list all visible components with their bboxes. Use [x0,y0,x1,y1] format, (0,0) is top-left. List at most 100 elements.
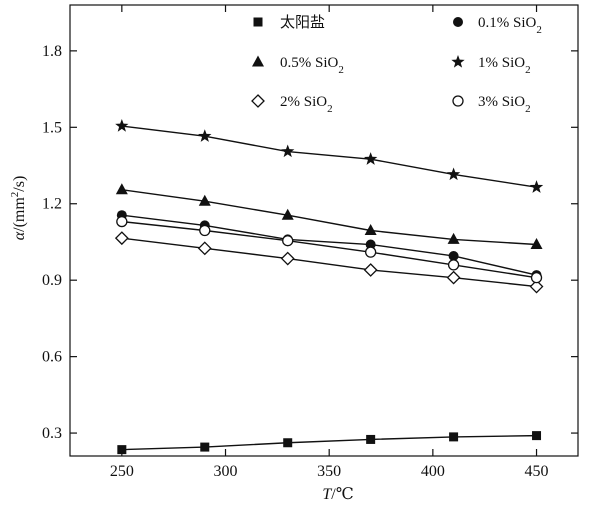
data-point [366,434,376,444]
data-point [529,279,544,294]
legend-label-subscript: 2 [525,103,531,115]
series-5-markers [114,231,544,294]
legend-marker [453,17,463,27]
data-point [446,270,461,285]
series-3-markers [115,183,543,250]
data-point [117,445,127,455]
legend-label: 2% SiO2 [280,94,333,115]
y-axis-label: α/(mm2/s) [9,176,28,241]
series-layer [114,119,544,455]
series-1 [121,434,537,451]
legend-label-main: 太阳盐 [280,14,325,31]
legend-marker [451,55,465,68]
legend-label-main: 2% SiO [280,94,327,110]
data-point [115,183,128,195]
series-1-markers [117,431,542,455]
data-point [283,438,293,448]
legend-item: 3% SiO2 [452,94,531,115]
x-axis-unit: /℃ [331,486,353,503]
x-tick-label: 300 [214,463,238,480]
series-line [121,189,537,246]
legend-label: 0.1% SiO2 [478,15,542,36]
series-6-markers [116,215,543,284]
data-point [364,224,377,235]
data-point [446,167,461,181]
legend-label-subscript: 2 [338,64,344,76]
legend-item: 2% SiO2 [251,94,333,115]
legend-item: 1% SiO2 [451,55,531,76]
y-tick-label: 0.6 [42,349,62,366]
data-point [363,263,378,277]
legend-label-main: 0.5% SiO [280,55,339,71]
series-6 [121,220,537,279]
data-point [365,246,377,258]
y-tick-label: 1.5 [42,119,62,136]
data-point [530,238,543,250]
legend-item: 0.1% SiO2 [453,15,542,36]
y-tick-label: 1.2 [42,196,62,213]
series-line [121,125,537,188]
series-line [121,214,537,276]
legend-label-main: 1% SiO [478,55,525,71]
legend-label: 1% SiO2 [478,55,531,76]
series-2 [121,214,537,276]
data-point [529,180,544,193]
data-point [532,431,542,441]
legend-label: 太阳盐 [280,14,325,31]
y-tick-label: 0.3 [42,425,62,442]
series-line [121,434,537,451]
y-tick-label: 0.9 [42,272,62,289]
x-tick-label: 450 [525,463,549,480]
series-5 [121,237,537,288]
legend-label-main: 0.1% SiO [478,15,537,31]
series-4-markers [115,119,544,193]
y-axis-symbol: α [11,231,28,240]
x-tick-label: 400 [421,463,445,480]
plot-frame [69,4,579,457]
data-point [200,442,210,452]
x-tick-label: 350 [317,463,341,480]
data-point [198,194,211,206]
data-point [197,241,212,256]
data-point [448,250,459,261]
x-tick-label: 250 [110,463,134,480]
data-point [280,251,295,266]
legend-marker [452,95,464,107]
data-point [281,144,295,158]
series-line [121,220,537,279]
legend-marker [253,17,263,27]
legend-item: 太阳盐 [253,14,325,31]
data-point [281,208,294,220]
legend-item: 0.5% SiO2 [252,55,344,76]
data-point [115,119,129,132]
x-axis-label: T/℃ [322,486,353,503]
legend-label: 3% SiO2 [478,94,531,115]
legend-label: 0.5% SiO2 [280,55,344,76]
series-line [121,237,537,288]
data-point [282,235,294,247]
y-axis-unit-sup: 2 [9,192,21,198]
y-axis-unit-pre: /(mm [11,197,28,232]
legend-marker [252,55,264,67]
x-axis-symbol: T [322,486,332,503]
axis-ticks: 250 300 350 400 450 0.3 0.6 0.9 1.2 1.5 1.8 [42,5,578,480]
data-point [114,231,129,246]
data-point [364,152,378,165]
legend-label-main: 3% SiO [478,94,525,110]
data-point [449,432,459,442]
data-point [198,129,212,142]
data-point [447,259,460,271]
data-point [530,271,543,284]
y-axis-unit-post: /s) [11,176,28,192]
plot-border [69,4,579,457]
series-4 [121,125,537,188]
legend-label-subscript: 2 [536,24,542,36]
data-point [447,232,460,244]
data-point [116,215,128,228]
legend-marker [251,94,265,108]
legend-label-subscript: 2 [525,64,531,76]
data-point [365,239,376,250]
legend-label-subscript: 2 [327,103,333,115]
